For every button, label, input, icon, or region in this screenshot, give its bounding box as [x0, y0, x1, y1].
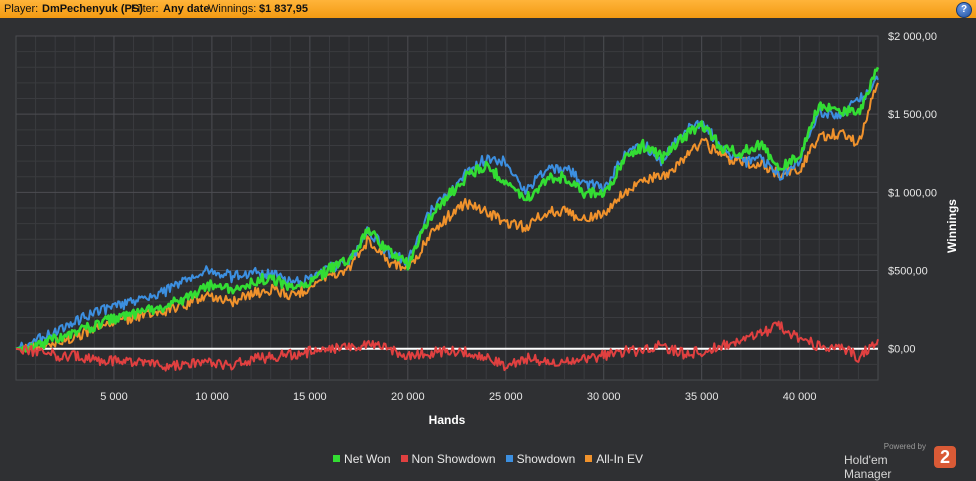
axis-labels: 5 000 10 000 15 000 20 000 25 000 30 000 35 00…: [100, 31, 937, 403]
player-value: DmPechenyuk (PS): [42, 3, 143, 15]
legend-item[interactable]: All-In EV: [585, 452, 643, 466]
filter-label: Filter:: [131, 3, 159, 15]
powered-by-label: Powered by: [883, 442, 926, 451]
x-tick-label: 35 000: [685, 391, 719, 403]
legend-swatch: [333, 455, 341, 462]
legend-label: Showdown: [516, 452, 576, 466]
y-tick-label: $1 500,00: [888, 109, 937, 121]
legend-swatch: [400, 455, 408, 462]
legend-label: All-In EV: [596, 452, 643, 466]
chart-grid: [15, 35, 879, 381]
series-line-all-in-ev: [15, 82, 879, 351]
x-tick-label: 5 000: [100, 391, 128, 403]
series-layer: [15, 66, 880, 372]
header-bar: Player: DmPechenyuk (PS) Filter: Any dat…: [0, 0, 976, 18]
legend-item[interactable]: Non Showdown: [400, 452, 496, 466]
hm-logo-icon: 2: [934, 446, 956, 468]
x-tick-label: 25 000: [489, 391, 523, 403]
y-axis-title: Winnings: [945, 199, 959, 253]
help-icon[interactable]: ?: [956, 2, 972, 18]
chart-legend: Net Won Non Showdown Showdown All-In EV: [0, 452, 976, 466]
winnings-chart: 5 000 10 000 15 000 20 000 25 000 30 000 35 00…: [15, 31, 959, 427]
x-tick-label: 10 000: [195, 391, 229, 403]
x-tick-label: 20 000: [391, 391, 425, 403]
legend-item[interactable]: Net Won: [333, 452, 391, 466]
y-tick-label: $2 000,00: [888, 31, 937, 43]
y-tick-label: $500,00: [888, 266, 928, 278]
legend-label: Net Won: [344, 452, 391, 466]
filter-value: Any date: [163, 3, 210, 15]
y-tick-label: $1 000,00: [888, 187, 937, 199]
winnings-value: $1 837,95: [259, 3, 308, 15]
legend-label: Non Showdown: [411, 452, 496, 466]
y-tick-label: $0,00: [888, 344, 916, 356]
x-axis-title: Hands: [429, 413, 466, 427]
legend-swatch: [505, 455, 513, 462]
x-tick-label: 40 000: [783, 391, 817, 403]
brand-name: Hold'em Manager: [844, 453, 892, 481]
brand-badge: Powered by Hold'em Manager 2: [844, 442, 964, 481]
player-label: Player:: [4, 3, 39, 15]
winnings-label: Winnings:: [208, 3, 257, 15]
x-tick-label: 30 000: [587, 391, 621, 403]
series-line-net-won: [15, 66, 880, 354]
legend-swatch: [585, 455, 593, 462]
legend-item[interactable]: Showdown: [505, 452, 576, 466]
series-line-non-showdown: [15, 320, 879, 372]
x-tick-label: 15 000: [293, 391, 327, 403]
